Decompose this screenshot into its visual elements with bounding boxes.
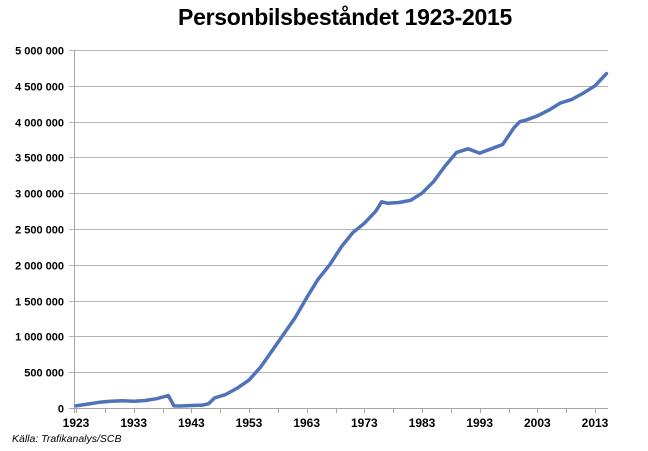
x-tick-label: 1943 [178,416,205,430]
y-tick-label: 2 000 000 [15,261,64,273]
x-tick-label: 1973 [351,416,378,430]
y-tick-label: 1 000 000 [15,332,64,344]
y-tick-label: 4 000 000 [15,118,64,130]
source-note: Källa: Trafikanalys/SCB [12,433,122,445]
y-tick-label: 4 500 000 [15,82,64,94]
x-tick-label: 2003 [524,416,551,430]
x-tick-label: 1963 [293,416,320,430]
y-tick-label: 3 000 000 [15,189,64,201]
x-tick-label: 1983 [409,416,436,430]
x-tick-label: 2013 [582,416,609,430]
y-tick-label: 0 [58,404,64,416]
x-tick-label: 1993 [466,416,493,430]
x-tick-label: 1923 [63,416,90,430]
x-tick-label: 1933 [120,416,147,430]
gridlines [69,50,608,409]
x-tick-label: 1953 [236,416,263,430]
series-line [74,71,609,408]
chart-title: Personbilsbeståndet 1923-2015 [178,4,512,30]
y-tick-label: 3 500 000 [15,153,64,165]
y-axis: 0 500 000 1 000 000 1 500 000 2 000 000 2 500… [15,46,75,416]
y-tick-label: 500 000 [24,368,64,380]
y-tick-label: 5 000 000 [15,46,64,58]
y-tick-label: 2 500 000 [15,225,64,237]
x-axis: 1923 1933 1943 1953 1963 1973 1983 1993 2003 2013 [63,408,609,430]
y-tick-label: 1 500 000 [15,297,64,309]
